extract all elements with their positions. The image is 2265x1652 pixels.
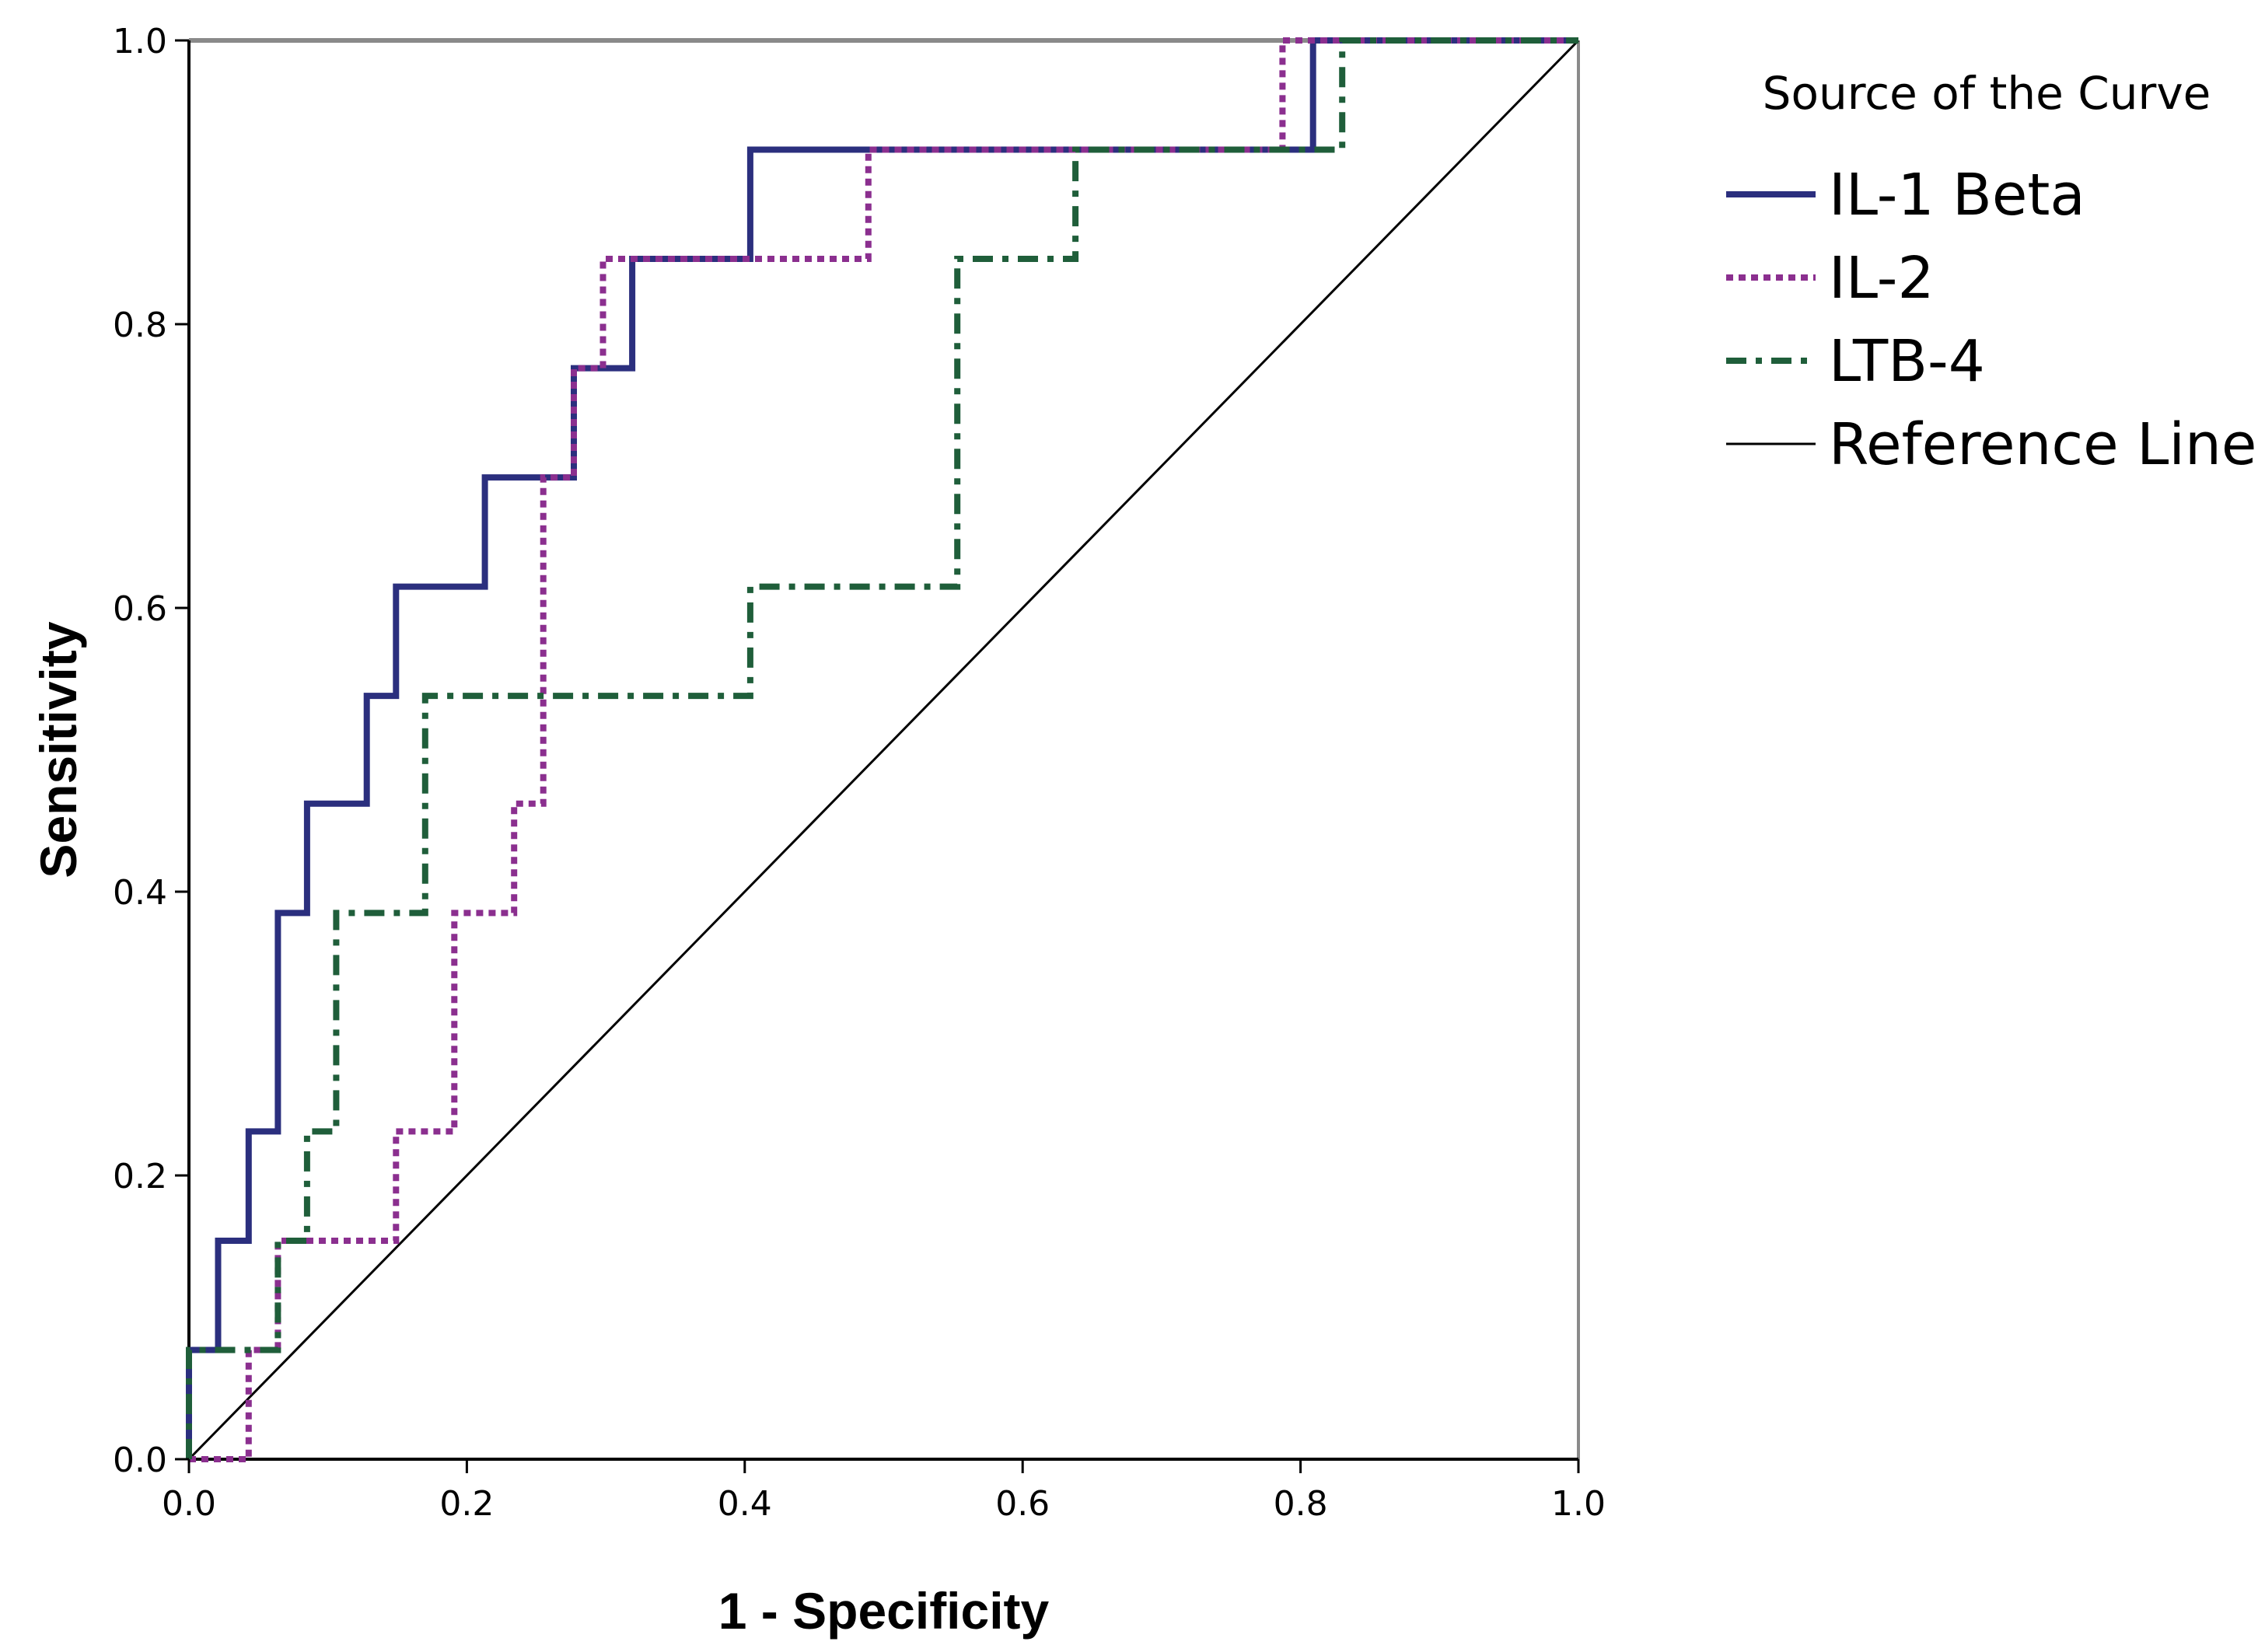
legend-label-il-2: IL-2 [1829, 245, 1935, 312]
legend-title: Source of the Curve [1763, 67, 2211, 120]
y-axis-ticks: 0.0 0.2 0.4 0.6 0.8 1.0 [113, 22, 189, 1480]
y-tick-label: 0.2 [113, 1157, 167, 1196]
legend-label-il-1-beta: IL-1 Beta [1829, 162, 2085, 229]
x-tick-label: 0.2 [439, 1484, 494, 1524]
series-line-il-1-beta [186, 37, 1578, 1459]
x-tick-label: 0.8 [1274, 1484, 1328, 1524]
series-line-reference-line [187, 39, 1580, 1461]
y-tick-label: 0.6 [113, 589, 167, 629]
series-line-il-2 [189, 37, 1578, 1462]
x-tick-label: 1.0 [1551, 1484, 1606, 1524]
legend: Source of the Curve IL-1 Beta IL-2 LTB-4 Re… [1726, 67, 2256, 478]
legend-label-ltb-4: LTB-4 [1829, 328, 1985, 395]
series-layer [186, 37, 1580, 1462]
y-tick-label: 0.4 [113, 873, 167, 913]
y-tick-label: 0.8 [113, 306, 167, 345]
series-line-ltb-4 [186, 37, 1578, 1459]
x-axis-title: 1 - Specificity [718, 1582, 1050, 1640]
x-tick-label: 0.4 [718, 1484, 772, 1524]
legend-items: IL-1 Beta IL-2 LTB-4 Reference Line [1726, 162, 2256, 478]
legend-label-reference-line: Reference Line [1829, 411, 2256, 478]
y-tick-label: 0.0 [113, 1441, 167, 1480]
x-tick-label: 0.0 [162, 1484, 216, 1524]
x-axis-ticks: 0.0 0.2 0.4 0.6 0.8 1.0 [162, 1459, 1606, 1524]
x-tick-label: 0.6 [995, 1484, 1050, 1524]
y-tick-label: 1.0 [113, 22, 167, 61]
y-axis-title: Sensitivity [30, 621, 87, 878]
